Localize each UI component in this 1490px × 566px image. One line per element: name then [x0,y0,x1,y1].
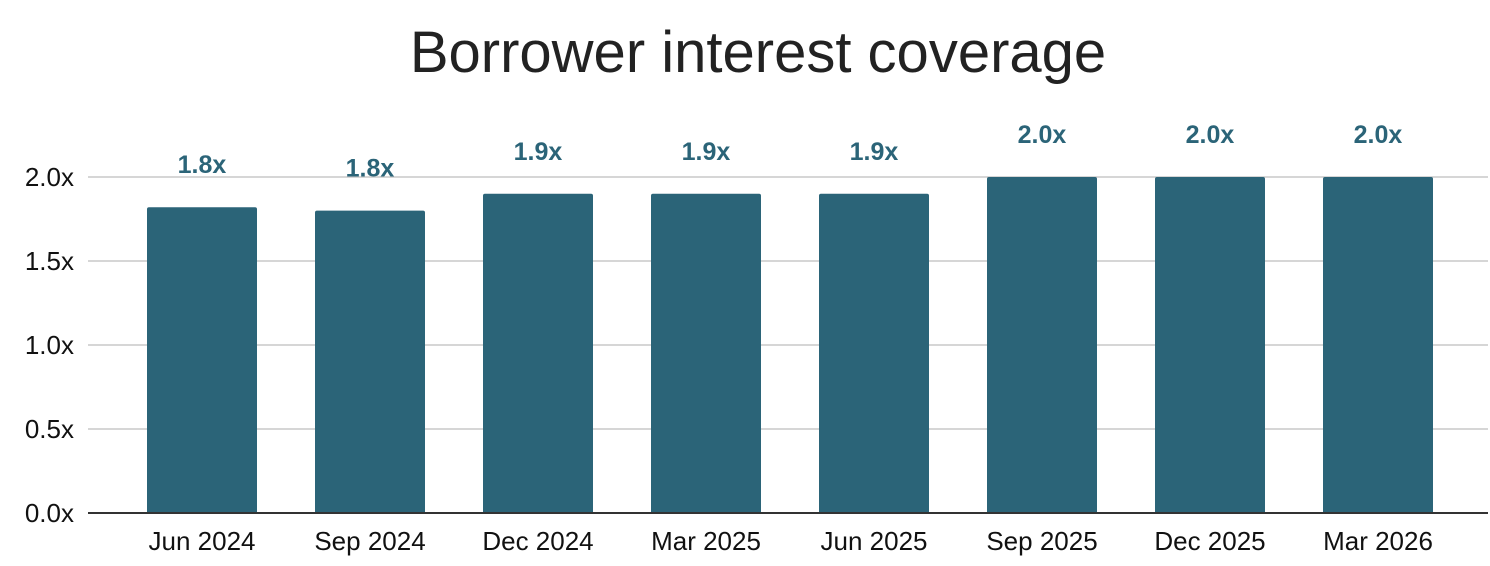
data-label: 1.9x [682,138,731,166]
bar [819,193,929,514]
gridlines [88,176,1488,430]
x-tick-label: Mar 2026 [1323,526,1433,556]
bar [1323,177,1433,513]
x-tick-label: Dec 2024 [482,526,593,556]
data-label: 1.9x [514,138,563,166]
x-tick-label: Mar 2025 [651,526,761,556]
data-label: 1.8x [178,151,227,179]
y-tick-label: 0.5x [25,414,74,444]
bar [315,210,425,513]
x-tick-label: Sep 2024 [314,526,425,556]
data-labels: 1.8x 1.8x 1.9x 1.9x 1.9x 2.0x 2.0x 2.0x [178,121,1403,183]
data-label: 2.0x [1354,121,1403,149]
x-tick-label: Dec 2025 [1154,526,1265,556]
x-tick-label: Jun 2025 [821,526,928,556]
bar [147,207,257,514]
x-axis-tick-labels: Jun 2024 Sep 2024 Dec 2024 Mar 2025 Jun 2025… [149,526,1433,556]
y-axis-tick-labels: 0.0x 0.5x 1.0x 1.5x 2.0x [25,162,74,528]
x-tick-label: Jun 2024 [149,526,256,556]
y-tick-label: 1.5x [25,246,74,276]
bars [147,177,1433,514]
data-label: 2.0x [1186,121,1235,149]
data-label: 1.9x [850,138,899,166]
bar [483,193,593,514]
bar [1155,177,1265,513]
x-tick-label: Sep 2025 [986,526,1097,556]
y-tick-label: 1.0x [25,330,74,360]
y-tick-label: 0.0x [25,498,74,528]
bar [651,193,761,514]
data-label: 1.8x [346,155,395,183]
chart-title: Borrower interest coverage [409,20,1107,85]
y-tick-label: 2.0x [25,162,74,192]
bar [987,177,1097,513]
data-label: 2.0x [1018,121,1067,149]
